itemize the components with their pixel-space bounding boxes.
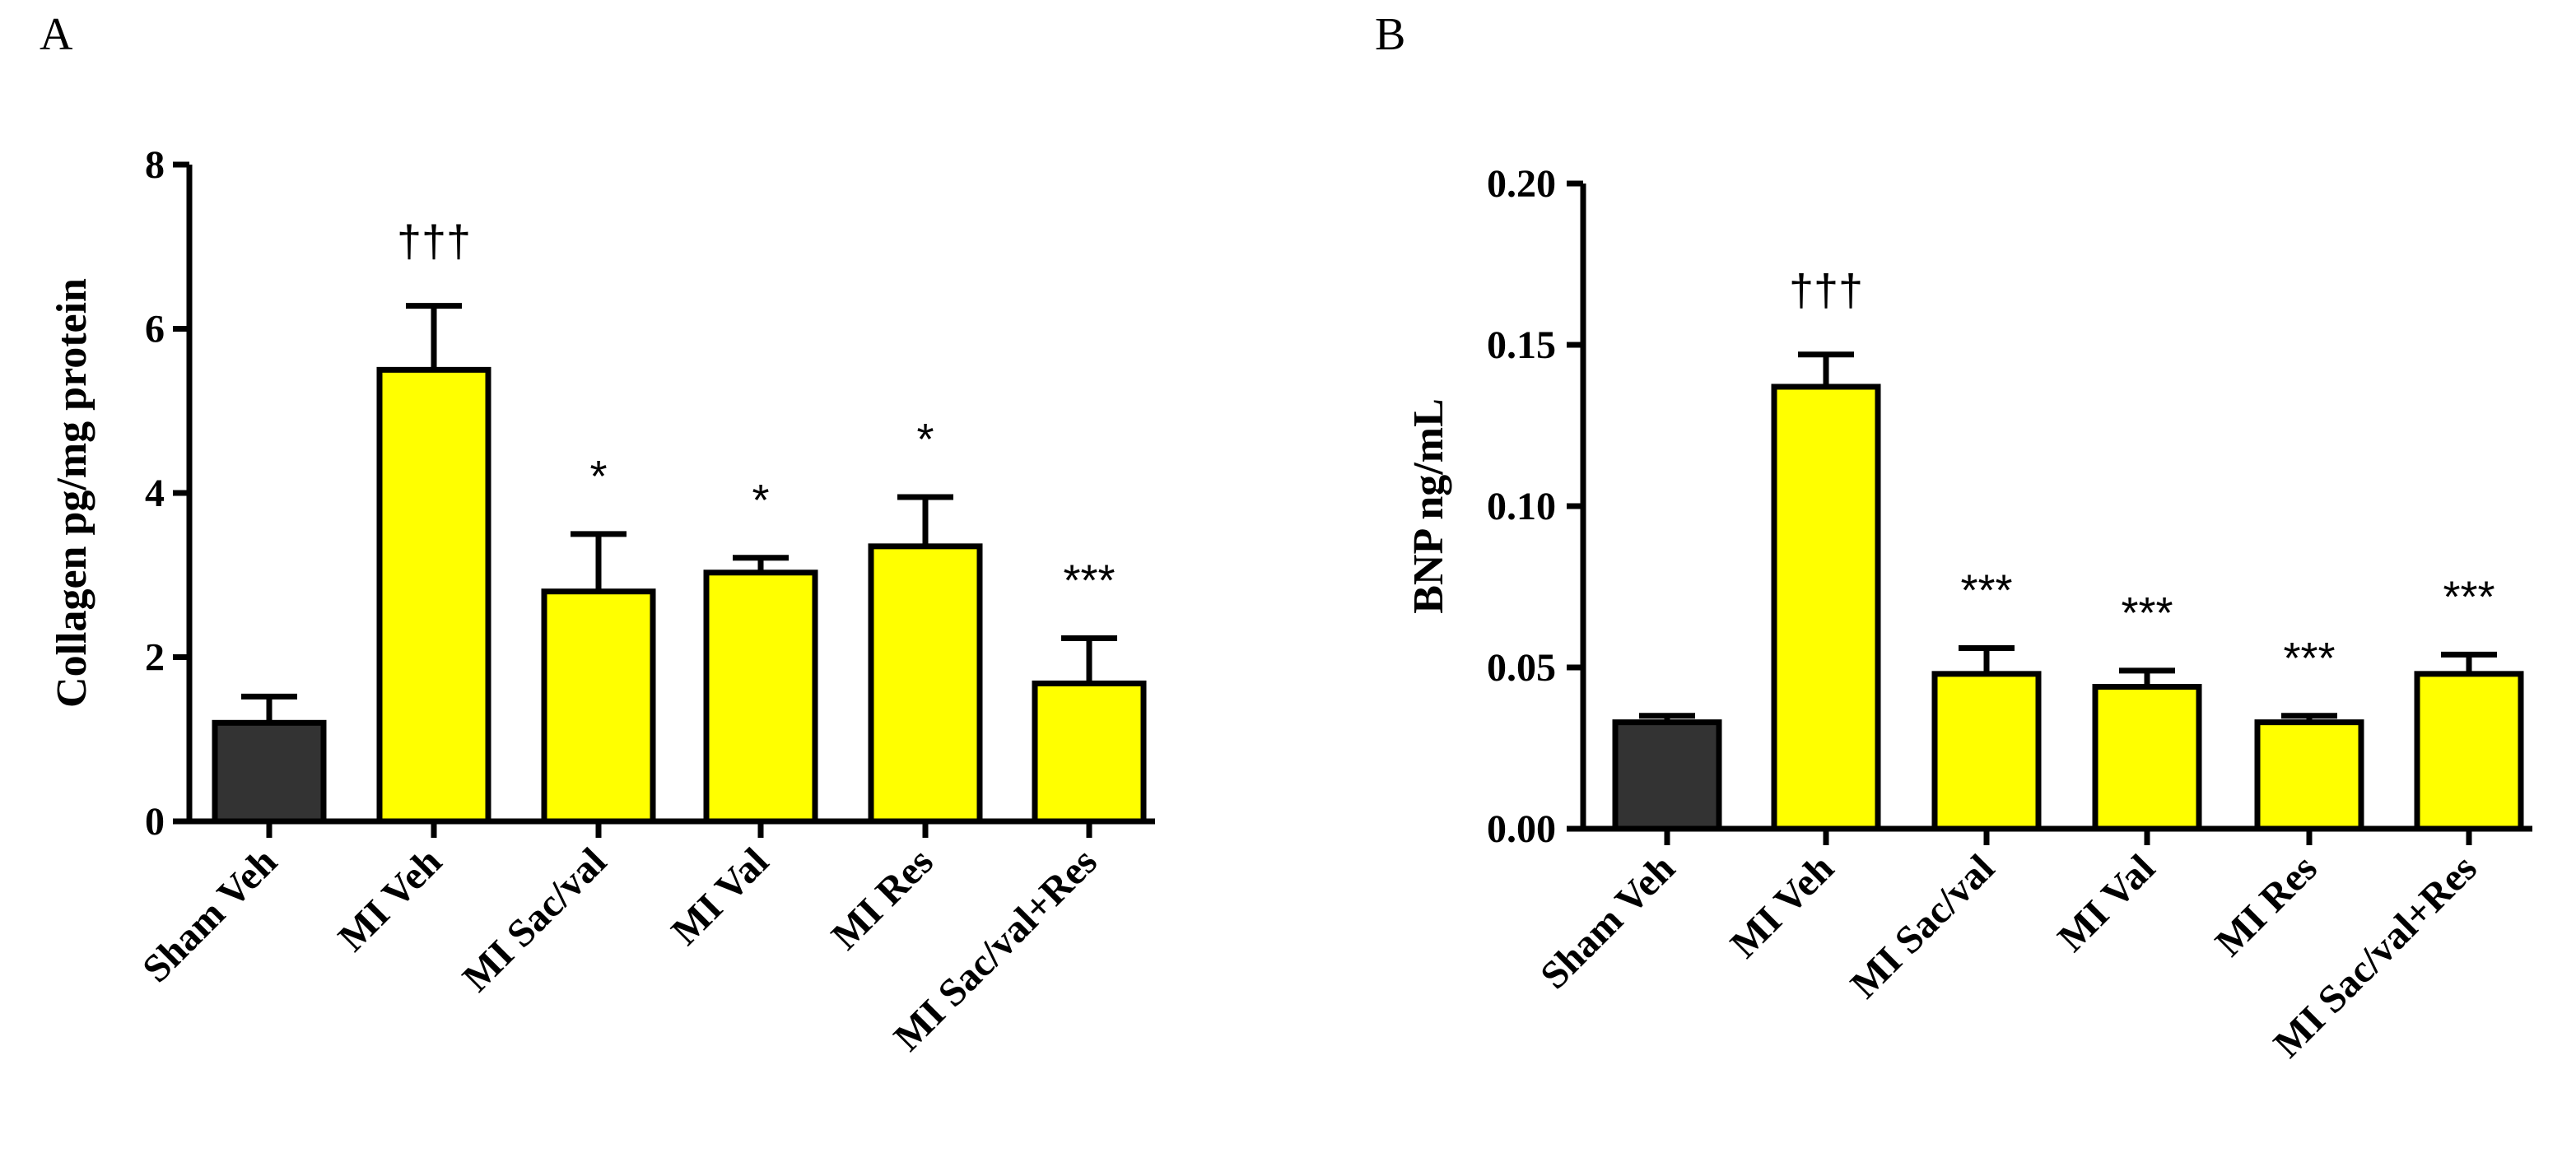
significance-marker: ††† (397, 217, 471, 267)
y-tick-label: 6 (145, 308, 165, 351)
bar-group: * (703, 476, 818, 825)
y-tick-label: 0.05 (1487, 646, 1556, 690)
significance-marker: * (589, 452, 607, 501)
bar (1612, 719, 1722, 832)
y-tick-label: 4 (145, 472, 165, 515)
x-category-label: MI Res (823, 839, 942, 958)
y-tick-label: 2 (145, 636, 165, 680)
bar-group (1612, 713, 1722, 832)
y-tick-label: 0 (145, 800, 165, 844)
x-category-label: MI Sac/val (1842, 846, 2003, 1007)
chart-panel-b: B BNP ng/mL ††† *** *** *** *** 0.00 0.05 0.10 0.1… (1375, 9, 2532, 1066)
significance-marker: *** (1960, 565, 2012, 615)
x-category-label: MI Sac/val (454, 839, 615, 1000)
bar (212, 719, 327, 825)
x-category-label: Sham Veh (1532, 846, 1684, 997)
bar (2254, 719, 2364, 832)
significance-marker: *** (2443, 572, 2494, 621)
bar (868, 543, 983, 825)
bar-group: *** (2254, 634, 2364, 832)
x-category-label: MI Val (663, 839, 776, 953)
bar (1032, 680, 1147, 825)
bar (703, 570, 818, 825)
significance-marker: ††† (1789, 266, 1863, 315)
bar (541, 588, 656, 825)
bar (1931, 671, 2042, 832)
significance-marker: *** (1063, 556, 1115, 606)
panel-label: A (40, 9, 73, 60)
bar-group: *** (1931, 565, 2042, 832)
bar-group: * (868, 415, 983, 825)
significance-marker: * (916, 415, 934, 464)
x-category-label: MI Val (2049, 846, 2163, 960)
y-tick-label: 0.15 (1487, 323, 1556, 367)
bar-group: ††† (376, 217, 491, 825)
bar-group: ††† (1771, 266, 1881, 832)
y-tick-label: 8 (145, 143, 165, 187)
significance-marker: *** (2121, 588, 2173, 638)
x-category-label: MI Veh (1722, 846, 1842, 966)
y-axis-title: BNP ng/mL (1405, 398, 1452, 614)
x-category-label: MI Veh (330, 839, 450, 960)
y-axis-title: Collagen pg/mg protein (49, 278, 95, 708)
x-category-label: Sham Veh (134, 839, 286, 991)
bar-group: *** (2092, 588, 2202, 832)
bar (1771, 384, 1881, 832)
bar-group: * (541, 452, 656, 825)
y-tick-label: 0.10 (1487, 485, 1556, 528)
x-category-label: MI Res (2207, 846, 2326, 965)
significance-marker: * (752, 476, 769, 525)
bar (376, 366, 491, 825)
y-tick-label: 0.20 (1487, 162, 1556, 206)
significance-marker: *** (2283, 634, 2335, 683)
bar-group: *** (2414, 572, 2524, 832)
bar-group: *** (1032, 556, 1147, 825)
bar-group (212, 693, 327, 825)
bar (2414, 671, 2524, 832)
y-tick-label: 0.00 (1487, 807, 1556, 851)
panel-label: B (1375, 9, 1405, 60)
bar (2092, 684, 2202, 832)
